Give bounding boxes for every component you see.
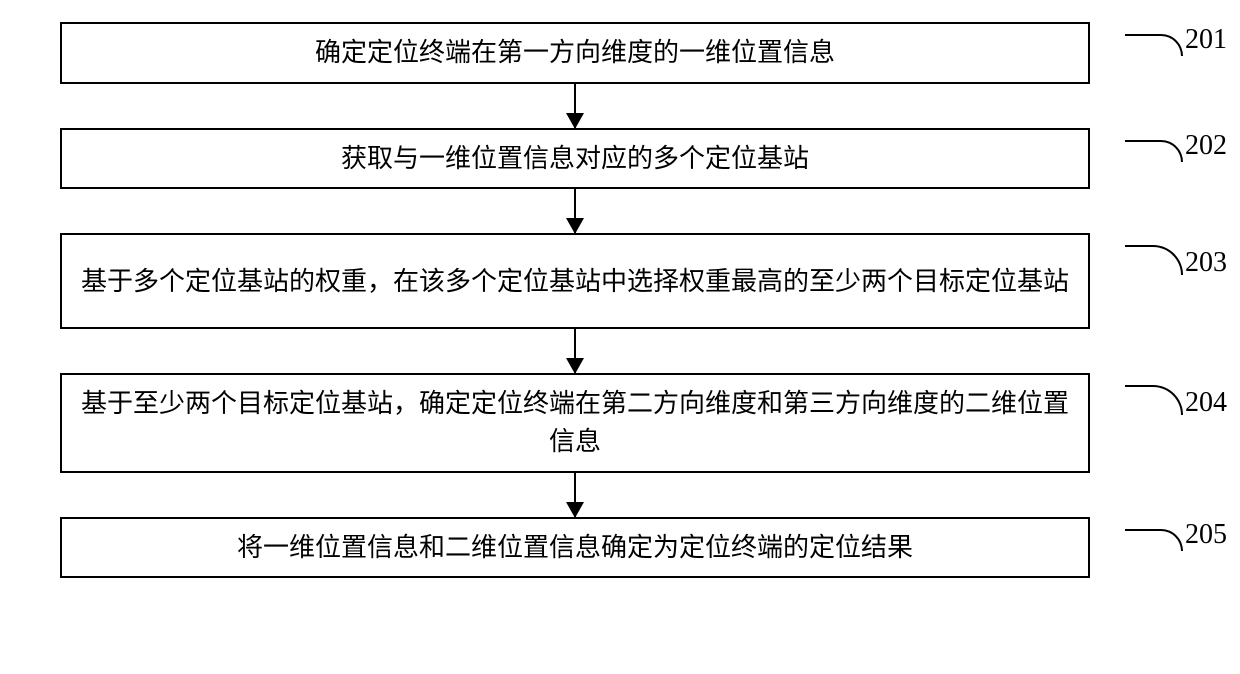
arrow-wrap-201 (60, 84, 1090, 128)
step-connector-201 (1125, 34, 1183, 56)
arrow-wrap-202 (60, 189, 1090, 233)
step-row-203: 基于多个定位基站的权重，在该多个定位基站中选择权重最高的至少两个目标定位基站20… (60, 233, 1190, 329)
step-row-205: 将一维位置信息和二维位置信息确定为定位终端的定位结果205 (60, 517, 1190, 579)
step-connector-203 (1125, 245, 1183, 275)
step-row-202: 获取与一维位置信息对应的多个定位基站202 (60, 128, 1190, 190)
step-box-205: 将一维位置信息和二维位置信息确定为定位终端的定位结果 (60, 517, 1090, 579)
step-label-205: 205 (1185, 519, 1227, 551)
step-connector-205 (1125, 529, 1183, 551)
step-label-201: 201 (1185, 24, 1227, 56)
step-label-202: 202 (1185, 130, 1227, 162)
step-box-202: 获取与一维位置信息对应的多个定位基站 (60, 128, 1090, 190)
arrow-wrap-204 (60, 473, 1090, 517)
step-label-203: 203 (1185, 247, 1227, 279)
step-label-204: 204 (1185, 387, 1227, 419)
arrow-down-icon (574, 84, 577, 128)
step-connector-202 (1125, 140, 1183, 162)
flowchart-container: 确定定位终端在第一方向维度的一维位置信息201 获取与一维位置信息对应的多个定位基… (60, 22, 1190, 578)
arrow-down-icon (574, 329, 577, 373)
step-box-204: 基于至少两个目标定位基站，确定定位终端在第二方向维度和第三方向维度的二维位置信息 (60, 373, 1090, 472)
step-connector-204 (1125, 385, 1183, 415)
arrow-down-icon (574, 189, 577, 233)
step-row-204: 基于至少两个目标定位基站，确定定位终端在第二方向维度和第三方向维度的二维位置信息… (60, 373, 1190, 472)
step-box-203: 基于多个定位基站的权重，在该多个定位基站中选择权重最高的至少两个目标定位基站 (60, 233, 1090, 329)
arrow-wrap-203 (60, 329, 1090, 373)
step-row-201: 确定定位终端在第一方向维度的一维位置信息201 (60, 22, 1190, 84)
arrow-down-icon (574, 473, 577, 517)
step-box-201: 确定定位终端在第一方向维度的一维位置信息 (60, 22, 1090, 84)
